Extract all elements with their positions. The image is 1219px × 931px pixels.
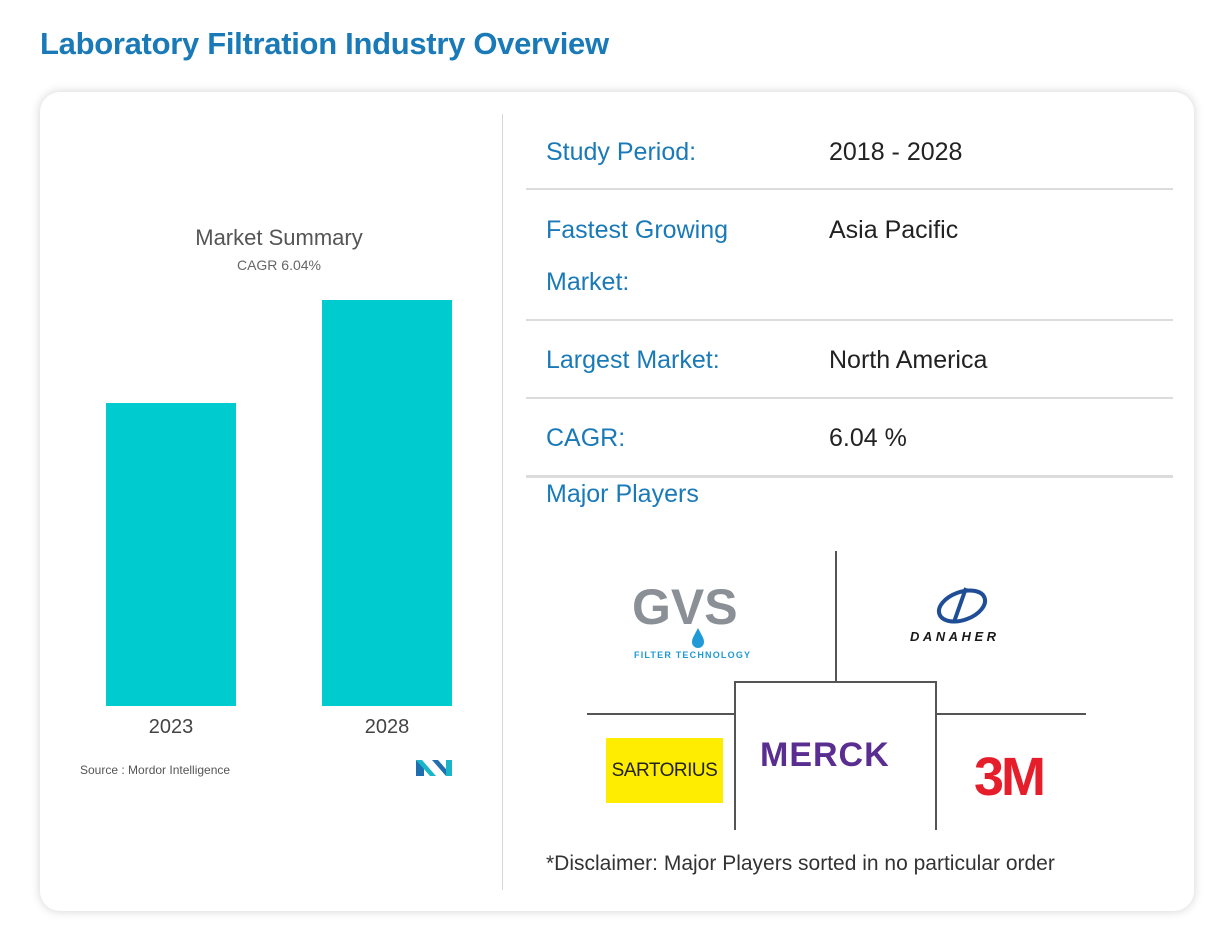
row-divider xyxy=(526,188,1173,190)
row-study-period: Study Period: 2018 - 2028 xyxy=(526,126,1173,178)
x-tick-label: 2028 xyxy=(365,716,410,738)
page-title: Laboratory Filtration Industry Overview xyxy=(40,26,609,61)
sartorius-logo: SARTORIUS xyxy=(606,738,723,803)
logo-grid-line xyxy=(935,681,937,830)
mordor-intelligence-logo xyxy=(416,760,452,776)
largest-market-value: North America xyxy=(829,346,988,374)
row-divider xyxy=(526,397,1173,399)
gvs-logo: GVS FILTER TECHNOLOGY xyxy=(632,580,751,660)
bar-2028 xyxy=(322,300,452,706)
fastest-growing-label-line2: Market: xyxy=(546,268,630,296)
x-tick-label: 2023 xyxy=(149,716,194,738)
overview-card: Market Summary CAGR 6.04% 2023 2028 Sourc… xyxy=(40,92,1194,911)
logo-grid-line xyxy=(587,713,735,715)
merck-logo-text: MERCK xyxy=(760,736,890,774)
logo-grid-line xyxy=(734,681,736,830)
danaher-logo: DANAHER xyxy=(910,587,1000,644)
gvs-logo-text: GVS xyxy=(632,580,738,635)
study-period-label: Study Period: xyxy=(546,138,697,166)
gvs-logo-tagline: FILTER TECHNOLOGY xyxy=(634,650,751,660)
row-fastest-growing: Fastest Growing Market: Asia Pacific xyxy=(526,204,1173,308)
panel-divider xyxy=(502,114,503,890)
chart-source: Source : Mordor Intelligence xyxy=(80,763,231,777)
fastest-growing-label-line1: Fastest Growing xyxy=(546,216,729,244)
row-divider xyxy=(526,475,1173,478)
chart-title: Market Summary xyxy=(195,225,363,250)
fastest-growing-value: Asia Pacific xyxy=(829,216,959,244)
danaher-logo-text: DANAHER xyxy=(910,629,1000,644)
3m-logo: 3M xyxy=(974,748,1046,800)
logo-grid-line xyxy=(734,681,937,683)
disclaimer: *Disclaimer: Major Players sorted in no … xyxy=(546,852,1055,875)
sartorius-logo-text: SARTORIUS xyxy=(611,759,718,781)
merck-logo: MERCK xyxy=(760,736,890,774)
study-period-value: 2018 - 2028 xyxy=(829,138,963,166)
market-summary-chart: 2023 2028 xyxy=(106,300,452,738)
major-players-title: Major Players xyxy=(546,480,699,508)
row-cagr: CAGR: 6.04 % xyxy=(526,412,1173,464)
logo-grid-line xyxy=(936,713,1086,715)
chart-subtitle: CAGR 6.04% xyxy=(236,257,322,273)
row-largest-market: Largest Market: North America xyxy=(526,334,1173,386)
3m-logo-text: 3M xyxy=(974,748,1043,800)
bar-2023 xyxy=(106,403,236,706)
row-divider xyxy=(526,319,1173,321)
logo-grid-line xyxy=(835,551,837,681)
cagr-value: 6.04 % xyxy=(829,424,907,452)
cagr-label: CAGR: xyxy=(546,424,626,452)
largest-market-label: Largest Market: xyxy=(546,346,720,374)
